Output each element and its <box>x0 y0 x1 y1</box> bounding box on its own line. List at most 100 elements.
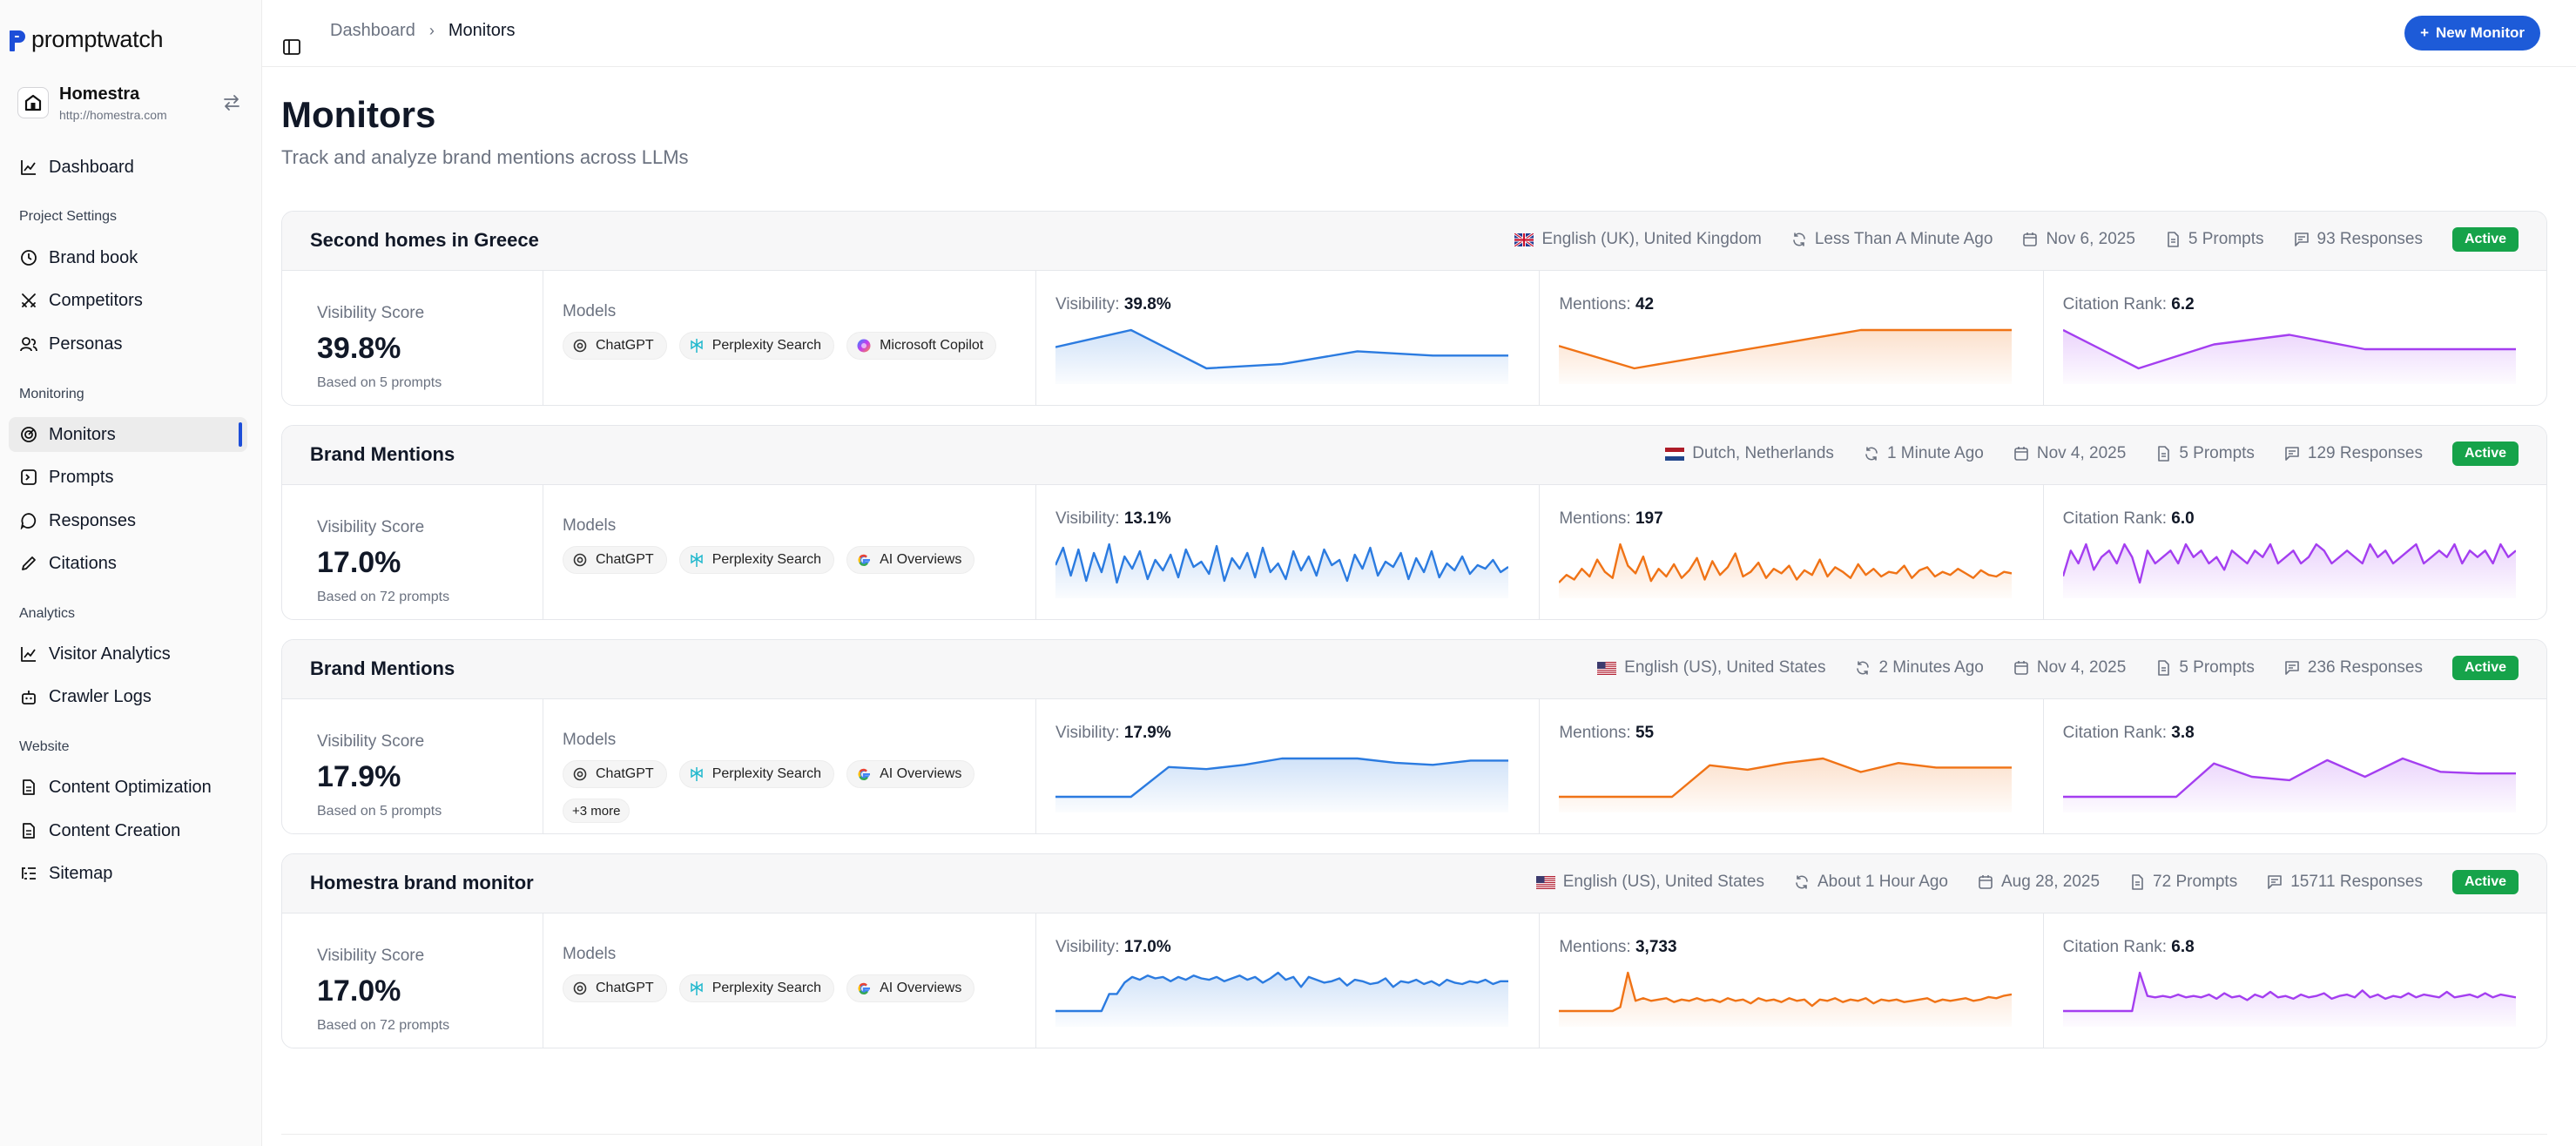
monitor-title[interactable]: Brand Mentions <box>310 443 455 465</box>
prompt-count: 72 Prompts <box>2129 873 2237 892</box>
model-icon-wrap <box>856 552 872 568</box>
sidebar-item-sitemap[interactable]: Sitemap <box>9 856 247 891</box>
calendar-icon <box>2014 447 2028 461</box>
response-count: 15711 Responses <box>2267 873 2423 892</box>
monitor-title[interactable]: Second homes in Greece <box>310 229 539 251</box>
model-chip: Perplexity Search <box>678 546 835 574</box>
model-label: ChatGPT <box>596 981 654 995</box>
monitor-card[interactable]: Second homes in Greece English (UK), Uni… <box>281 211 2547 406</box>
mentions-sparkline <box>1559 543 2013 598</box>
mentions-metric: Mentions: 3,733 <box>1559 938 1676 957</box>
sparkline-area <box>1055 973 1508 1027</box>
sidebar-item-brand-book[interactable]: Brand book <box>9 240 247 275</box>
response-count: 236 Responses <box>2284 658 2423 677</box>
model-label: ChatGPT <box>596 338 654 353</box>
sidebar-item-content-optimization[interactable]: Content Optimization <box>9 770 247 805</box>
breadcrumb-dashboard[interactable]: Dashboard <box>330 21 415 40</box>
breadcrumb: Dashboard › Monitors <box>330 21 516 41</box>
visibility-score-value: 17.0% <box>317 974 401 1008</box>
locale: English (US), United States <box>1535 873 1764 892</box>
section-project-settings: Project Settings <box>19 209 118 224</box>
sidebar-item-crawler-logs[interactable]: Crawler Logs <box>9 679 247 714</box>
more-models-chip[interactable]: +3 more <box>563 799 631 823</box>
citation-chart-panel: Citation Rank: 3.8 <box>2044 699 2546 833</box>
visibility-metric: Visibility: 39.8% <box>1055 295 1171 314</box>
model-chip: AI Overviews <box>846 546 975 574</box>
mentions-chart-panel: Mentions: 197 <box>1540 485 2044 619</box>
last-updated: 2 Minutes Ago <box>1855 658 1984 677</box>
created-date: Nov 4, 2025 <box>2013 444 2126 463</box>
chart-icon <box>19 644 38 664</box>
document-icon <box>2158 446 2170 462</box>
model-icon-wrap <box>572 552 588 568</box>
google-icon <box>858 554 871 566</box>
citation-chart-panel: Citation Rank: 6.2 <box>2044 271 2546 405</box>
monitor-card[interactable]: Homestra brand monitor English (US), Uni… <box>281 853 2547 1048</box>
message-square-icon <box>2285 447 2299 461</box>
openai-icon <box>573 553 587 567</box>
monitor-card[interactable]: Brand Mentions Dutch, Netherlands 1 Minu… <box>281 425 2547 620</box>
monitor-card[interactable]: Brand Mentions English (US), United Stat… <box>281 639 2547 834</box>
models-label: Models <box>563 516 617 535</box>
citation-caption: Citation Rank: <box>2062 938 2167 956</box>
model-chips: ChatGPT Perplexity Search AI Overviews <box>563 974 1015 1002</box>
visibility-sparkline <box>1055 971 1508 1027</box>
card-body: Visibility Score 17.9% Based on 5 prompt… <box>282 699 2546 833</box>
monitor-meta: Dutch, Netherlands 1 Minute Ago Nov 4, 2… <box>1665 442 2519 466</box>
message-icon <box>19 511 38 530</box>
visibility-score-label: Visibility Score <box>317 518 425 536</box>
sidebar-item-citations[interactable]: Citations <box>9 546 247 581</box>
refresh-icon <box>1857 661 1870 675</box>
switch-arrows-icon[interactable] <box>221 92 242 113</box>
updated-label: Less Than A Minute Ago <box>1814 230 1993 248</box>
monitor-title[interactable]: Homestra brand monitor <box>310 872 534 893</box>
sidebar-item-monitors[interactable]: Monitors <box>9 417 247 452</box>
model-label: Perplexity Search <box>711 981 822 995</box>
plus-icon: + <box>2420 24 2429 41</box>
sidebar-item-prompts[interactable]: Prompts <box>9 460 247 495</box>
sidebar-item-dashboard[interactable]: Dashboard <box>9 150 247 185</box>
mentions-metric: Mentions: 42 <box>1559 295 1654 314</box>
sparkline-area <box>1559 544 2013 598</box>
visibility-score-basis: Based on 5 prompts <box>317 375 442 390</box>
model-chip: AI Overviews <box>846 974 975 1002</box>
sparkline-line <box>1559 757 2013 799</box>
project-avatar <box>17 87 49 118</box>
visibility-sparkline <box>1055 543 1508 598</box>
visibility-score-value: 17.0% <box>317 546 401 579</box>
sidebar-item-label: Crawler Logs <box>49 686 152 706</box>
model-icon-wrap <box>572 766 588 782</box>
sidebar-toggle-icon[interactable] <box>281 37 302 57</box>
refresh-icon <box>1865 447 1878 461</box>
prompt-count: 5 Prompts <box>2155 658 2255 677</box>
openai-icon <box>573 981 587 995</box>
brand-logo[interactable]: promptwatch <box>9 26 164 53</box>
divider <box>281 1134 2547 1135</box>
sidebar-item-content-creation[interactable]: Content Creation <box>9 813 247 848</box>
models-panel: Models ChatGPT Perplexity Search AI Overvi… <box>543 913 1036 1048</box>
citation-value: 6.0 <box>2171 509 2195 528</box>
visibility-score-panel: Visibility Score 17.0% Based on 72 promp… <box>282 913 543 1048</box>
sidebar-item-label: Citations <box>49 553 117 573</box>
message-square-icon <box>2294 233 2309 246</box>
project-switcher[interactable]: Homestra http://homestra.com <box>9 75 249 131</box>
radar-icon <box>19 425 38 444</box>
sparkline-line <box>1055 328 1508 370</box>
openai-icon <box>573 767 587 781</box>
new-monitor-button[interactable]: + New Monitor <box>2404 16 2540 51</box>
model-label: ChatGPT <box>596 766 654 781</box>
responses-label: 15711 Responses <box>2290 873 2423 891</box>
monitor-title[interactable]: Brand Mentions <box>310 657 455 679</box>
sidebar-item-responses[interactable]: Responses <box>9 503 247 538</box>
citation-sparkline <box>2062 757 2516 812</box>
sidebar-item-competitors[interactable]: Competitors <box>9 283 247 318</box>
sidebar-item-visitor-analytics[interactable]: Visitor Analytics <box>9 637 247 671</box>
calendar-icon <box>2014 661 2028 675</box>
locale-label: English (US), United States <box>1562 873 1764 891</box>
mentions-metric: Mentions: 197 <box>1559 509 1662 529</box>
message-square-icon <box>2268 875 2283 889</box>
message-square-icon <box>2285 661 2299 675</box>
model-chip: Perplexity Search <box>678 332 835 360</box>
sidebar-item-personas[interactable]: Personas <box>9 327 247 361</box>
prompts-label: 5 Prompts <box>2188 230 2264 248</box>
